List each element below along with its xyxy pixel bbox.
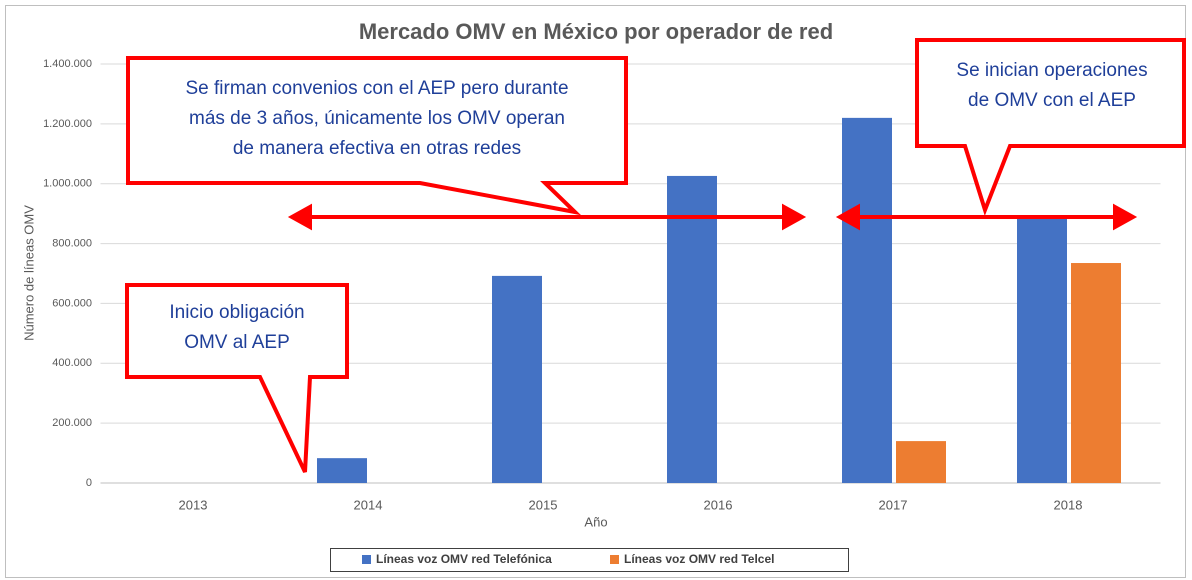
x-tick-label: 2014 <box>354 497 383 512</box>
arrow-head <box>835 203 860 231</box>
callout <box>126 56 628 216</box>
arrows <box>287 203 1138 231</box>
bars <box>317 117 1121 483</box>
y-tick-label: 600.000 <box>52 297 92 309</box>
legend: Líneas voz OMV red Telefónica Líneas voz … <box>362 552 775 566</box>
x-tick-label: 2013 <box>179 497 208 512</box>
bar <box>317 458 367 483</box>
y-tick-label: 1.200.000 <box>43 118 92 130</box>
y-tick-label: 200.000 <box>52 417 92 429</box>
annotation-text: Inicio obligación <box>169 302 304 323</box>
legend-box <box>330 548 849 572</box>
bar <box>667 175 717 483</box>
bar <box>492 275 542 483</box>
x-axis-label: Año <box>584 514 607 529</box>
bar <box>896 441 946 483</box>
callout <box>125 283 349 473</box>
bar <box>1071 263 1121 483</box>
annotations: Se firman convenios con el AEP pero dura… <box>169 60 1147 353</box>
x-tick-label: 2017 <box>879 497 908 512</box>
bar <box>1017 218 1067 483</box>
annotation-text: Se firman convenios con el AEP pero dura… <box>185 78 568 99</box>
arrow-head <box>782 203 807 231</box>
arrow-head <box>287 203 312 231</box>
x-tick-label: 2016 <box>704 497 733 512</box>
x-tick-label: 2018 <box>1054 497 1083 512</box>
y-tick-label: 800.000 <box>52 237 92 249</box>
y-tick-label: 400.000 <box>52 357 92 369</box>
annotation-text: de OMV con el AEP <box>968 90 1136 111</box>
chart-title: Mercado OMV en México por operador de re… <box>359 19 833 44</box>
annotation-text: Se inician operaciones <box>956 60 1147 81</box>
legend-label: Líneas voz OMV red Telcel <box>624 552 775 566</box>
x-tick-label: 2015 <box>529 497 558 512</box>
annotation-text: OMV al AEP <box>184 332 290 353</box>
legend-swatch <box>610 555 619 564</box>
y-tick-label: 0 <box>86 477 92 489</box>
y-axis-label: Número de líneas OMV <box>21 205 36 341</box>
bar <box>842 117 892 483</box>
legend-swatch <box>362 555 371 564</box>
callout <box>915 38 1186 217</box>
annotation-text: de manera efectiva en otras redes <box>233 138 521 159</box>
y-tick-label: 1.400.000 <box>43 58 92 70</box>
annotation-text: más de 3 años, únicamente los OMV operan <box>189 108 565 129</box>
y-tick-label: 1.000.000 <box>43 178 92 190</box>
legend-label: Líneas voz OMV red Telefónica <box>376 552 552 566</box>
arrow-head <box>1113 203 1138 231</box>
